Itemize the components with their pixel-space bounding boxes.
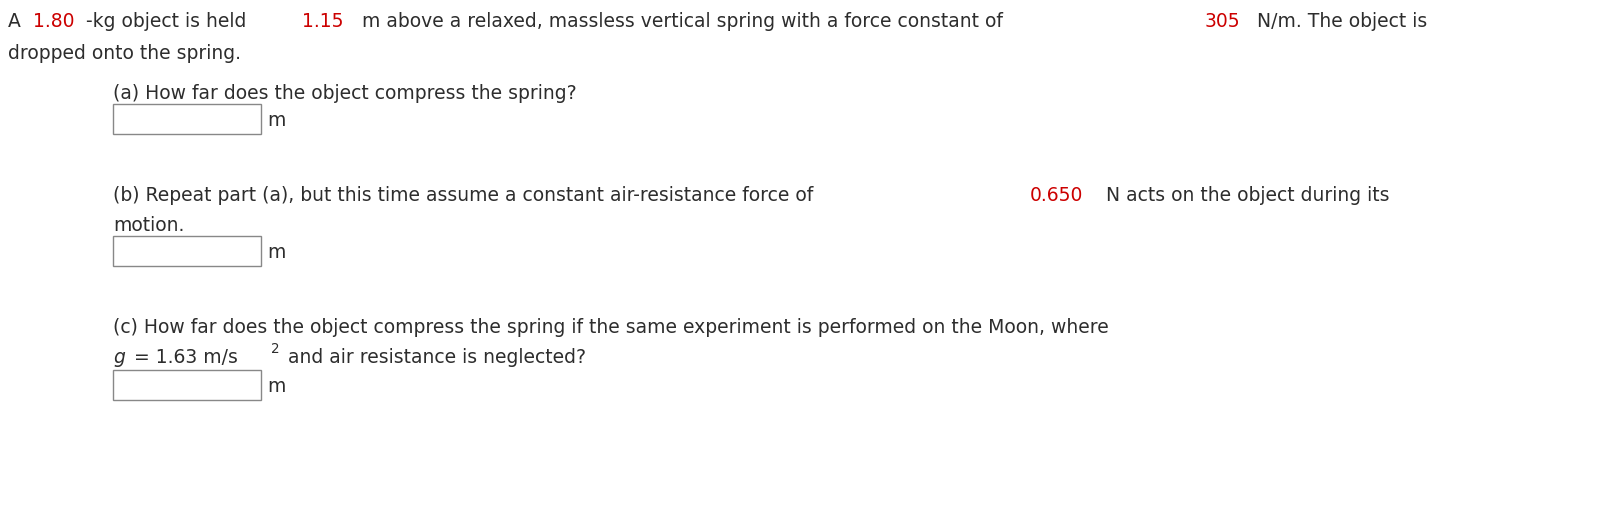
Text: m above a relaxed, massless vertical spring with a force constant of: m above a relaxed, massless vertical spr… <box>356 12 1009 31</box>
FancyBboxPatch shape <box>113 370 261 400</box>
Text: -kg object is held: -kg object is held <box>87 12 253 31</box>
Text: 1.15: 1.15 <box>303 12 343 31</box>
Text: 0.650: 0.650 <box>1030 186 1083 205</box>
Text: 2: 2 <box>271 342 280 356</box>
Text: 1.80: 1.80 <box>32 12 74 31</box>
Text: m: m <box>268 377 285 396</box>
Text: (c) How far does the object compress the spring if the same experiment is perfor: (c) How far does the object compress the… <box>113 318 1109 337</box>
Text: A: A <box>8 12 27 31</box>
FancyBboxPatch shape <box>113 236 261 266</box>
Text: (b) Repeat part (a), but this time assume a constant air-resistance force of: (b) Repeat part (a), but this time assum… <box>113 186 819 205</box>
Text: dropped onto the spring.: dropped onto the spring. <box>8 44 242 63</box>
Text: 305: 305 <box>1204 12 1240 31</box>
Text: m: m <box>268 243 285 262</box>
Text: N/m. The object is: N/m. The object is <box>1251 12 1427 31</box>
Text: (a) How far does the object compress the spring?: (a) How far does the object compress the… <box>113 84 577 103</box>
Text: and air resistance is neglected?: and air resistance is neglected? <box>282 348 587 367</box>
Text: = 1.63 m/s: = 1.63 m/s <box>129 348 239 367</box>
Text: g: g <box>113 348 124 367</box>
Text: m: m <box>268 111 285 130</box>
Text: N acts on the object during its: N acts on the object during its <box>1099 186 1390 205</box>
Text: motion.: motion. <box>113 216 184 235</box>
FancyBboxPatch shape <box>113 104 261 134</box>
